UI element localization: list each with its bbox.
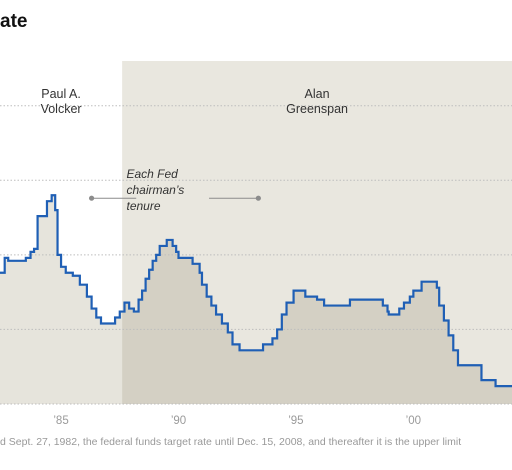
annotation-right-dot [255, 195, 261, 201]
tenure-annotation: Each Fed chairman’s tenure [88, 167, 261, 213]
tenure-2-label-line-2: Greenspan [286, 102, 348, 116]
x-tick-label-1: ’85 [53, 415, 68, 427]
x-tick-label-2: ’90 [171, 415, 186, 427]
rate-series-line [0, 194, 512, 388]
y-gridlines [0, 105, 512, 405]
x-tick-label-3: ’95 [288, 415, 303, 427]
annotation-line-1: Each Fed [126, 167, 178, 181]
tenure-1-label-line-2: Volcker [41, 102, 82, 116]
rate-area-tenure-2 [122, 239, 512, 404]
annotation-left-dot [88, 195, 95, 201]
tenure-2-label-line-1: Alan [305, 87, 330, 101]
x-axis-ticks: ’85 ’90 ’95 ’00 [53, 415, 421, 427]
annotation-line-2: chairman’s [126, 183, 184, 197]
rate-line [0, 194, 512, 388]
footnote: d Sept. 27, 1982, the federal funds targ… [0, 436, 462, 448]
annotation-line-3: tenure [126, 199, 160, 213]
rate-area-tenure-1 [0, 195, 123, 404]
tenure-1-label-line-1: Paul A. [41, 87, 81, 101]
rate-area [0, 195, 512, 404]
chart-title: ate [0, 11, 28, 32]
x-tick-label-4: ’00 [406, 415, 421, 427]
